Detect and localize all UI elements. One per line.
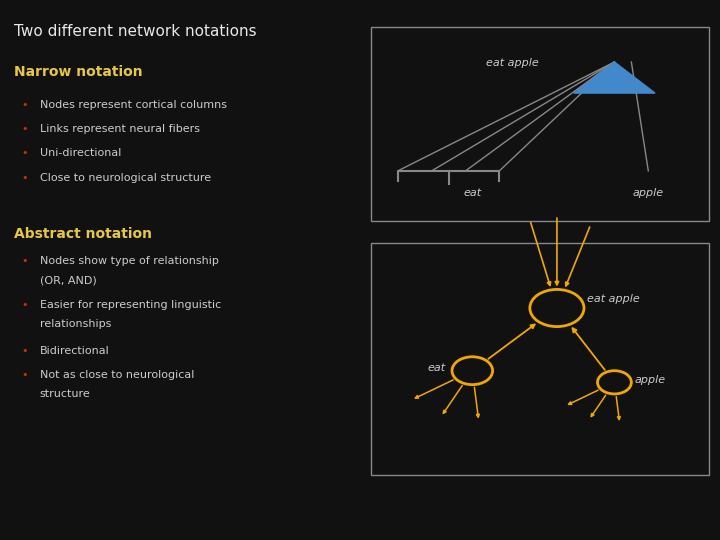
Text: Nodes show type of relationship: Nodes show type of relationship: [40, 256, 218, 267]
Text: Narrow notation: Narrow notation: [14, 65, 143, 79]
Text: Links represent neural fibers: Links represent neural fibers: [40, 124, 199, 134]
Text: relationships: relationships: [40, 319, 111, 329]
Text: apple: apple: [633, 188, 664, 198]
Polygon shape: [574, 62, 655, 93]
Text: Two different network notations: Two different network notations: [14, 24, 257, 39]
Text: Uni-directional: Uni-directional: [40, 148, 121, 159]
Text: eat apple: eat apple: [486, 58, 539, 68]
Text: •: •: [22, 124, 28, 134]
Text: Abstract notation: Abstract notation: [14, 227, 153, 241]
Text: Close to neurological structure: Close to neurological structure: [40, 173, 211, 183]
Text: eat: eat: [463, 188, 482, 198]
Bar: [371, 27, 709, 221]
Text: •: •: [22, 256, 28, 267]
Text: •: •: [22, 370, 28, 380]
Circle shape: [598, 370, 631, 394]
Text: •: •: [22, 173, 28, 183]
Text: •: •: [22, 100, 28, 110]
Text: (OR, AND): (OR, AND): [40, 275, 96, 286]
Text: Not as close to neurological: Not as close to neurological: [40, 370, 194, 380]
Text: structure: structure: [40, 389, 90, 399]
Circle shape: [530, 289, 584, 327]
Text: apple: apple: [635, 375, 666, 385]
Text: Bidirectional: Bidirectional: [40, 346, 109, 356]
Text: •: •: [22, 346, 28, 356]
Text: Easier for representing linguistic: Easier for representing linguistic: [40, 300, 221, 310]
Text: Nodes represent cortical columns: Nodes represent cortical columns: [40, 100, 227, 110]
Bar: [371, 243, 709, 475]
Circle shape: [452, 357, 492, 384]
Text: •: •: [22, 148, 28, 159]
Text: eat apple: eat apple: [588, 294, 640, 303]
Text: •: •: [22, 300, 28, 310]
Text: eat: eat: [427, 363, 445, 373]
